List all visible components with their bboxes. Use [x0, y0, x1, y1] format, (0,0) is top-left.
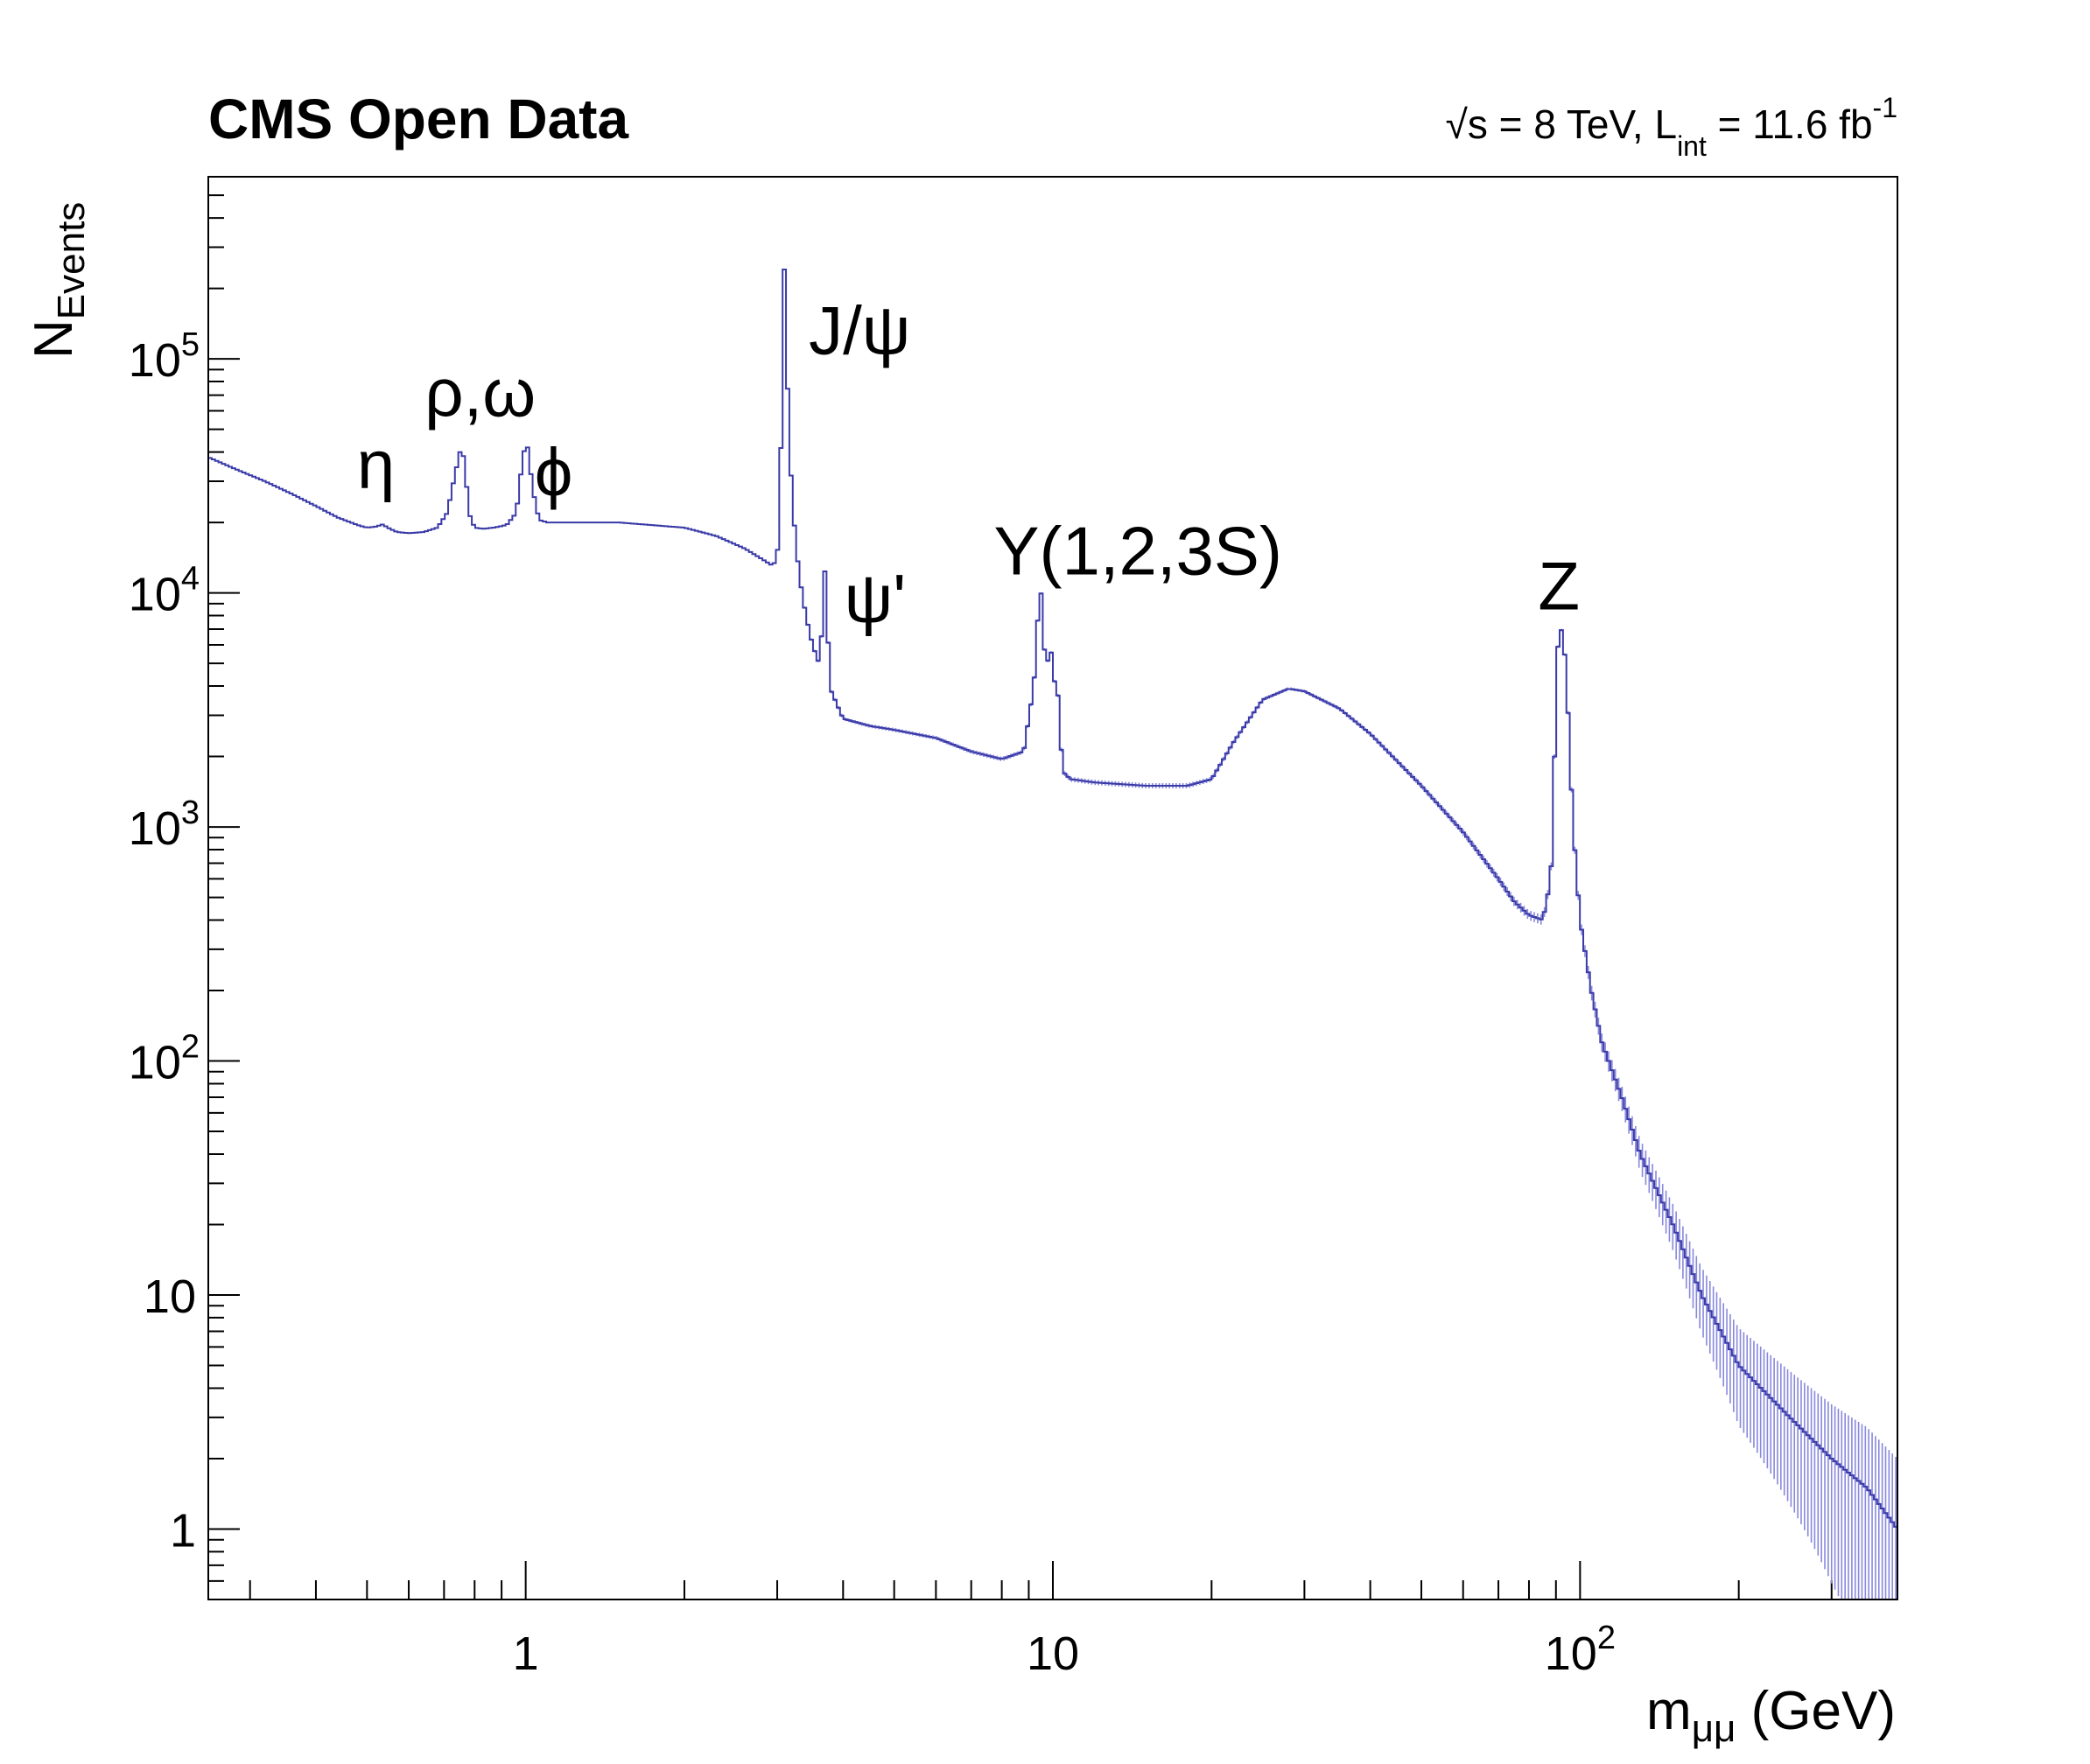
- x-tick-label-exponent: 2: [1597, 1620, 1616, 1656]
- y-tick-label-exponent: 5: [181, 326, 200, 363]
- x-tick-label: 10: [1027, 1628, 1079, 1680]
- x-tick-label: 1: [513, 1628, 539, 1680]
- x-tick-label: 102: [1545, 1620, 1616, 1680]
- y-tick-label-base: 1: [170, 1504, 196, 1557]
- y-tick-label-exponent: 2: [181, 1029, 200, 1066]
- peak-annotation: ρ,ω: [424, 354, 536, 430]
- y-tick-label-base: 10: [129, 334, 181, 387]
- y-tick-label-exponent: 3: [181, 794, 200, 831]
- peak-annotation: Z: [1538, 547, 1580, 624]
- x-axis-label-tail: (GeV): [1736, 1681, 1896, 1741]
- x-tick-label-base: 10: [1027, 1628, 1079, 1680]
- y-tick-label: 105: [129, 326, 200, 387]
- peak-annotation: J/ψ: [809, 291, 910, 368]
- y-tick-label-exponent: 4: [181, 561, 200, 598]
- peak-annotation: Y(1,2,3S): [993, 512, 1281, 589]
- x-axis-label-main: m: [1646, 1681, 1692, 1741]
- y-axis-label: NEvents: [24, 202, 93, 359]
- x-tick-label-base: 1: [513, 1628, 539, 1680]
- energy-label-sub: int: [1677, 130, 1707, 162]
- y-tick-label-base: 10: [129, 569, 181, 621]
- y-tick-label: 10: [144, 1270, 196, 1323]
- energy-label-tail: = 11.6 fb: [1707, 102, 1873, 147]
- annotations-layer: η ρ,ωϕ J/ψ ψ' Y(1,2,3S) Z: [357, 291, 1580, 637]
- ticks-layer: [208, 176, 1898, 1600]
- y-tick-label-base: 10: [144, 1270, 196, 1323]
- x-tick-label-base: 10: [1545, 1628, 1597, 1680]
- peak-annotation: ψ': [845, 560, 907, 637]
- y-tick-label-base: 10: [129, 802, 181, 855]
- y-axis-label-main: N: [24, 319, 84, 359]
- y-tick-label: 103: [129, 794, 200, 855]
- y-tick-label-base: 10: [129, 1037, 181, 1089]
- peak-annotation: ϕ: [535, 434, 573, 511]
- energy-label: √s = 8 TeV, Lint = 11.6 fb-1: [1446, 92, 1897, 162]
- plot-frame: [207, 176, 1898, 1600]
- y-tick-label: 104: [129, 561, 200, 621]
- y-axis-label-sub: Events: [50, 202, 93, 320]
- chart-title: CMS Open Data: [208, 88, 628, 150]
- x-axis-label-sub: μμ: [1692, 1707, 1736, 1750]
- energy-label-main: s = 8 TeV, L: [1468, 102, 1677, 147]
- energy-label-sqrt: √: [1446, 102, 1469, 147]
- y-tick-label: 1: [170, 1504, 196, 1557]
- x-axis-label: mμμ (GeV): [1646, 1681, 1896, 1750]
- y-tick-label: 102: [129, 1029, 200, 1089]
- series-line: [208, 269, 1897, 1528]
- peak-annotation: η: [357, 426, 395, 503]
- energy-label-sup: -1: [1873, 92, 1897, 123]
